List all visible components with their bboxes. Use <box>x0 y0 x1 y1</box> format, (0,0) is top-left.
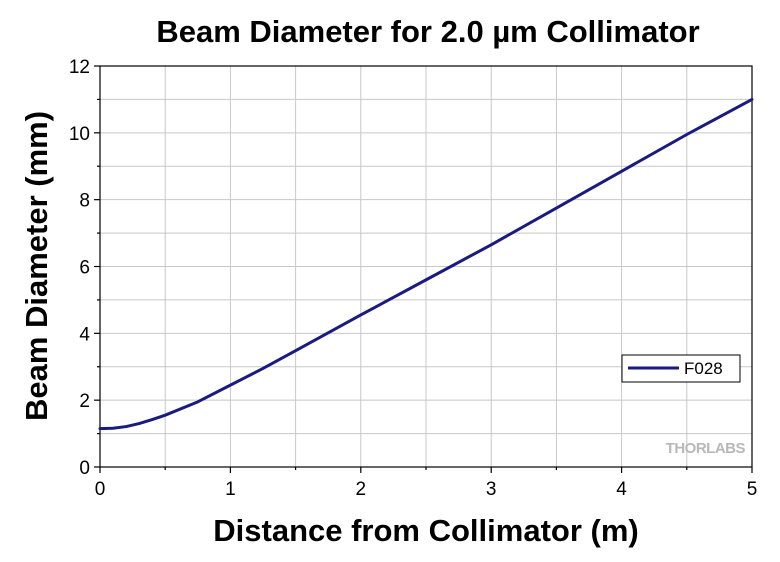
y-tick-label: 6 <box>79 258 90 279</box>
legend-label-f028: F028 <box>684 359 723 378</box>
y-tick-label: 2 <box>79 391 90 412</box>
y-tick-label: 12 <box>69 57 90 78</box>
series-line-f028 <box>98 97 754 431</box>
y-tick-label: 10 <box>69 124 90 145</box>
series <box>98 97 754 431</box>
x-tick-label: 2 <box>356 479 367 500</box>
grid <box>100 66 752 467</box>
chart-title: Beam Diameter for 2.0 µm Collimator <box>156 14 699 49</box>
plot-frame <box>99 65 753 468</box>
legend: F028 <box>621 354 741 383</box>
axis-ticks <box>94 65 753 473</box>
thorlabs-watermark: THORLABS <box>666 440 746 457</box>
y-tick-label: 0 <box>79 458 90 479</box>
y-tick-label: 8 <box>79 191 90 212</box>
y-axis-label: Beam Diameter (mm) <box>19 111 54 421</box>
x-tick-label: 0 <box>95 479 106 500</box>
x-axis-label: Distance from Collimator (m) <box>213 513 638 548</box>
x-tick-label: 3 <box>486 479 497 500</box>
x-tick-label: 5 <box>747 479 758 500</box>
x-tick-label: 4 <box>616 479 627 500</box>
y-tick-label: 4 <box>79 324 90 345</box>
x-tick-label: 1 <box>225 479 236 500</box>
